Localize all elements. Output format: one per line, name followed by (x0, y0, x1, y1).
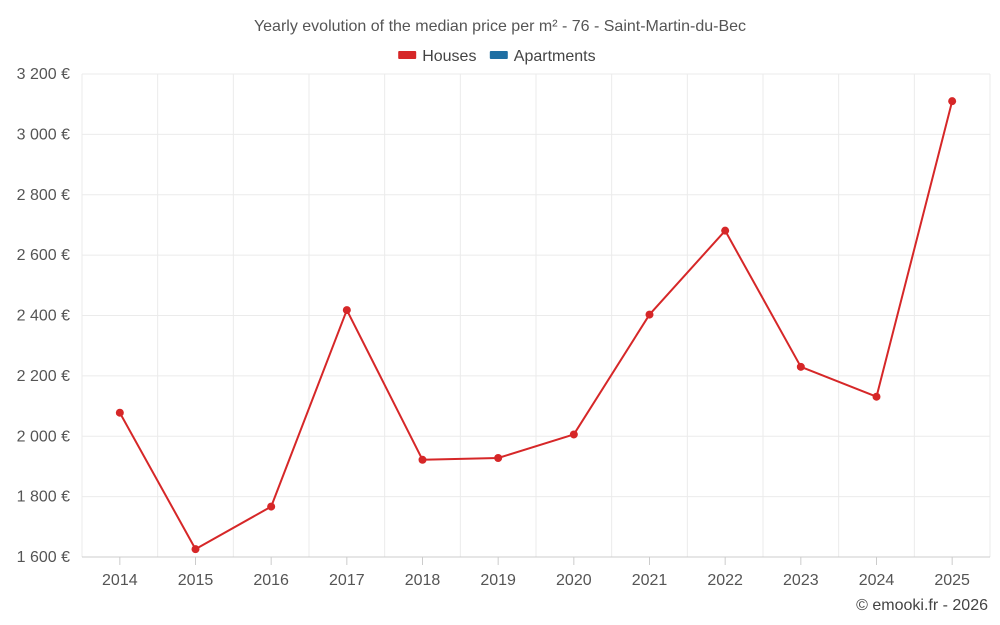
data-point (645, 310, 654, 319)
y-tick-label: 3 200 € (17, 66, 70, 83)
data-point (418, 455, 427, 464)
y-tick-label: 1 600 € (17, 549, 70, 566)
credit-text: © emooki.fr - 2026 (856, 597, 988, 614)
y-tick-label: 2 800 € (17, 187, 70, 204)
x-tick-label: 2018 (405, 572, 441, 589)
data-point (342, 306, 351, 315)
x-tick-label: 2022 (707, 572, 743, 589)
y-tick-label: 3 000 € (17, 126, 70, 143)
data-point (948, 97, 957, 106)
x-tick-label: 2024 (859, 572, 895, 589)
chart-title: Yearly evolution of the median price per… (254, 18, 746, 35)
grid (81, 73, 991, 558)
y-tick-label: 2 400 € (17, 308, 70, 325)
data-point (872, 392, 881, 401)
data-point (115, 408, 124, 417)
x-tick-label: 2021 (632, 572, 668, 589)
x-tick-label: 2014 (102, 572, 138, 589)
y-tick-label: 2 200 € (17, 368, 70, 385)
legend-label-houses: Houses (422, 48, 476, 65)
data-point (796, 362, 805, 371)
y-tick-label: 1 800 € (17, 489, 70, 506)
x-tick-label: 2016 (253, 572, 289, 589)
data-point (191, 545, 200, 554)
x-tick-label: 2015 (178, 572, 214, 589)
data-point (569, 430, 578, 439)
data-point (721, 226, 730, 235)
axes: 1 600 € 1 800 € 2 000 € 2 200 € 2 400 € 2 600… (17, 66, 990, 589)
series-line-houses (118, 100, 954, 551)
x-tick-label: 2020 (556, 572, 592, 589)
series (115, 97, 957, 554)
x-tick-label: 2017 (329, 572, 365, 589)
data-point (494, 453, 503, 462)
x-tick-label: 2025 (934, 572, 970, 589)
legend-swatch-houses (398, 51, 417, 59)
legend: Houses Apartments (398, 48, 596, 65)
x-tick-label: 2019 (480, 572, 516, 589)
data-point (267, 502, 276, 511)
x-tick-label: 2023 (783, 572, 819, 589)
legend-swatch-apartments (489, 51, 508, 59)
y-tick-label: 2 000 € (17, 428, 70, 445)
legend-label-apartments: Apartments (514, 48, 596, 65)
y-tick-label: 2 600 € (17, 247, 70, 264)
